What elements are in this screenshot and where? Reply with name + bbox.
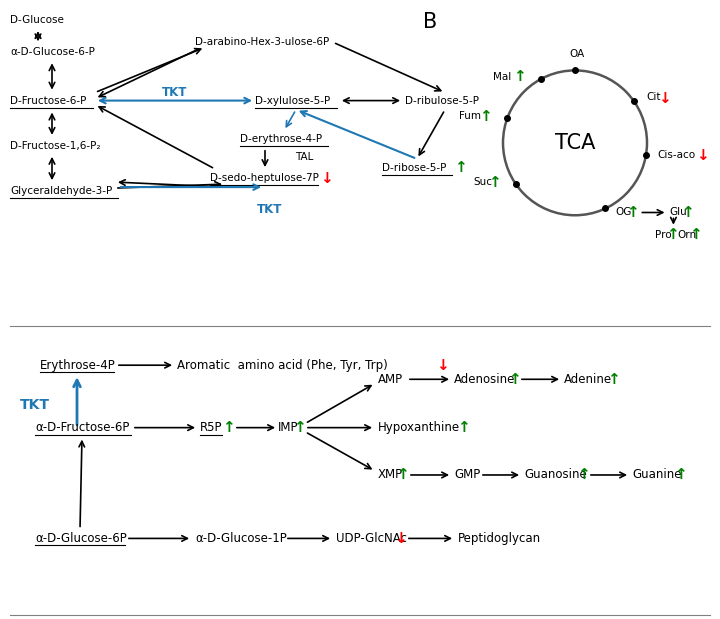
- Text: Adenine: Adenine: [564, 373, 612, 386]
- Text: ↑: ↑: [674, 467, 686, 482]
- Text: ↑: ↑: [479, 108, 492, 124]
- Text: TKT: TKT: [257, 202, 283, 216]
- Text: D-sedo-heptulose-7P: D-sedo-heptulose-7P: [210, 173, 319, 183]
- Text: D-ribose-5-P: D-ribose-5-P: [382, 163, 446, 173]
- Text: ↓: ↓: [320, 171, 333, 186]
- Text: ↑: ↑: [456, 420, 469, 435]
- Text: R5P: R5P: [200, 421, 222, 434]
- Text: Peptidoglycan: Peptidoglycan: [458, 532, 541, 545]
- Text: ↑: ↑: [577, 467, 590, 482]
- Text: Adenosine: Adenosine: [454, 373, 516, 386]
- Text: ↑: ↑: [454, 160, 467, 175]
- Text: ↑: ↑: [487, 175, 500, 190]
- Text: Glu: Glu: [670, 207, 687, 217]
- Text: ↓: ↓: [657, 91, 670, 106]
- Text: ↑: ↑: [689, 227, 702, 242]
- Text: ↑: ↑: [222, 420, 235, 435]
- Text: D-xylulose-5-P: D-xylulose-5-P: [255, 95, 330, 106]
- Text: Guanine: Guanine: [632, 469, 682, 482]
- Text: TKT: TKT: [162, 86, 188, 99]
- Text: D-Fructose-6-P: D-Fructose-6-P: [10, 95, 86, 106]
- Text: α-D-Glucose-6-P: α-D-Glucose-6-P: [10, 47, 95, 58]
- Text: α-D-Glucose-1P: α-D-Glucose-1P: [195, 532, 287, 545]
- Text: ↑: ↑: [626, 205, 639, 220]
- Text: Glyceraldehyde-3-P: Glyceraldehyde-3-P: [10, 186, 112, 196]
- Text: OG: OG: [616, 207, 632, 217]
- Text: ↓: ↓: [696, 148, 709, 163]
- Text: TCA: TCA: [555, 133, 595, 153]
- Text: Mal: Mal: [493, 72, 511, 82]
- Text: Cit: Cit: [646, 92, 660, 102]
- Text: ↓: ↓: [436, 358, 449, 373]
- Text: D-arabino-Hex-3-ulose-6P: D-arabino-Hex-3-ulose-6P: [195, 37, 329, 47]
- Text: D-Glucose: D-Glucose: [10, 15, 64, 25]
- Text: XMP: XMP: [378, 469, 403, 482]
- Text: ↓: ↓: [394, 531, 406, 546]
- Text: D-Fructose-1,6-P₂: D-Fructose-1,6-P₂: [10, 141, 101, 151]
- Text: ↑: ↑: [681, 205, 694, 220]
- Text: TAL: TAL: [295, 152, 313, 162]
- Text: Suc: Suc: [473, 178, 492, 188]
- Text: ↑: ↑: [607, 372, 619, 387]
- Text: ↑: ↑: [395, 467, 408, 482]
- Text: Cis-aco: Cis-aco: [657, 150, 695, 160]
- Text: Aromatic  amino acid (Phe, Tyr, Trp): Aromatic amino acid (Phe, Tyr, Trp): [177, 358, 388, 371]
- Text: GMP: GMP: [454, 469, 480, 482]
- Text: Guanosine: Guanosine: [524, 469, 587, 482]
- Text: Erythrose-4P: Erythrose-4P: [40, 358, 116, 371]
- Text: ↑: ↑: [513, 69, 526, 84]
- Text: AMP: AMP: [378, 373, 403, 386]
- Text: ↑: ↑: [292, 420, 305, 435]
- Text: IMP: IMP: [278, 421, 299, 434]
- Text: ↑: ↑: [508, 372, 521, 387]
- Text: UDP-GlcNAc: UDP-GlcNAc: [336, 532, 407, 545]
- Text: OA: OA: [570, 50, 585, 59]
- Text: D-ribulose-5-P: D-ribulose-5-P: [405, 95, 479, 106]
- Text: Pro: Pro: [655, 230, 672, 240]
- Text: Orn: Orn: [678, 230, 696, 240]
- Text: α-D-Glucose-6P: α-D-Glucose-6P: [35, 532, 127, 545]
- Text: α-D-Fructose-6P: α-D-Fructose-6P: [35, 421, 130, 434]
- Text: ↑: ↑: [666, 227, 679, 242]
- Text: Hypoxanthine: Hypoxanthine: [378, 421, 460, 434]
- Text: TKT: TKT: [20, 399, 50, 412]
- Text: D-erythrose-4-P: D-erythrose-4-P: [240, 134, 322, 144]
- Text: B: B: [423, 12, 437, 32]
- Text: Fum: Fum: [459, 111, 482, 121]
